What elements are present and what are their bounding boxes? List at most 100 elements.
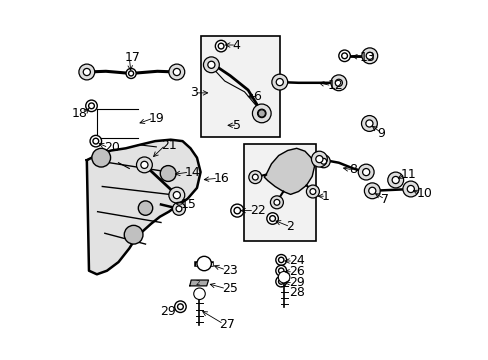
Circle shape [136,157,152,173]
Text: 14: 14 [185,166,201,179]
Circle shape [361,116,377,131]
Circle shape [124,225,142,244]
Polygon shape [264,148,314,194]
Circle shape [315,156,322,163]
Circle shape [317,155,329,168]
Circle shape [79,64,95,80]
Text: 15: 15 [180,198,196,211]
Circle shape [85,100,97,112]
Circle shape [273,199,279,205]
Text: 29: 29 [288,276,304,289]
Circle shape [278,257,284,263]
Circle shape [248,171,261,184]
Circle shape [311,151,326,167]
Text: 27: 27 [219,318,235,330]
Circle shape [368,187,375,194]
Text: 2: 2 [285,220,293,233]
Circle shape [128,71,133,76]
Circle shape [234,207,240,214]
Circle shape [90,135,102,147]
Circle shape [366,52,372,59]
Circle shape [341,53,347,59]
Circle shape [335,79,342,86]
Circle shape [160,166,176,181]
Circle shape [364,183,380,199]
Circle shape [407,185,413,193]
Text: 16: 16 [213,172,229,185]
Circle shape [172,202,185,215]
Circle shape [391,176,398,184]
Circle shape [83,68,90,76]
Circle shape [266,213,278,224]
Text: 3: 3 [190,86,198,99]
Circle shape [362,168,369,176]
Circle shape [309,189,315,194]
Text: 1: 1 [321,190,329,203]
Circle shape [365,120,372,127]
Text: 11: 11 [400,168,416,181]
Text: 29: 29 [159,305,175,318]
Text: 24: 24 [288,255,304,267]
Circle shape [361,48,377,64]
Text: 25: 25 [222,282,237,295]
Text: 13: 13 [359,51,375,64]
Circle shape [278,268,284,274]
Circle shape [257,109,265,118]
Circle shape [173,68,180,76]
Circle shape [138,201,152,215]
Text: 8: 8 [348,163,356,176]
Text: 22: 22 [249,204,265,217]
Circle shape [174,301,186,312]
Circle shape [275,265,286,276]
Text: 17: 17 [125,51,141,64]
Text: 12: 12 [326,79,343,92]
Circle shape [88,103,94,109]
Text: 4: 4 [231,39,239,51]
Circle shape [218,43,224,49]
Circle shape [271,74,287,90]
Circle shape [306,185,319,198]
Circle shape [402,181,418,197]
Polygon shape [189,280,208,286]
Bar [201,36,280,137]
Circle shape [193,288,205,300]
Text: 5: 5 [232,119,241,132]
Circle shape [275,276,286,287]
Circle shape [203,57,219,73]
Circle shape [258,110,265,117]
Circle shape [320,158,326,164]
Circle shape [173,192,180,199]
Circle shape [270,196,283,209]
Text: 21: 21 [161,139,176,152]
Text: 23: 23 [222,264,237,276]
Circle shape [252,104,270,123]
Circle shape [176,206,182,212]
Circle shape [168,64,184,80]
Circle shape [252,174,258,180]
Circle shape [93,138,99,144]
Text: 2: 2 [195,280,200,286]
Circle shape [269,216,275,221]
Circle shape [338,50,349,62]
Circle shape [126,68,136,78]
Circle shape [197,256,211,271]
Text: 9: 9 [377,127,385,140]
Text: 10: 10 [416,187,431,200]
Circle shape [276,78,283,86]
Circle shape [207,61,215,68]
Bar [244,144,316,241]
Text: 18: 18 [72,107,88,120]
Circle shape [215,40,226,52]
Circle shape [92,148,110,167]
Text: 19: 19 [149,112,164,125]
Circle shape [177,304,183,310]
Text: 6: 6 [253,90,261,103]
Text: 26: 26 [288,265,304,278]
Circle shape [168,187,184,203]
Circle shape [278,279,284,284]
Text: 20: 20 [104,141,120,154]
Polygon shape [87,140,200,274]
Circle shape [275,255,286,265]
Circle shape [278,271,289,283]
Circle shape [358,164,373,180]
